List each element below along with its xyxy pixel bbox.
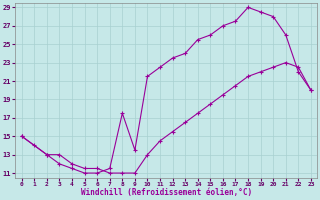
X-axis label: Windchill (Refroidissement éolien,°C): Windchill (Refroidissement éolien,°C) <box>81 188 252 197</box>
